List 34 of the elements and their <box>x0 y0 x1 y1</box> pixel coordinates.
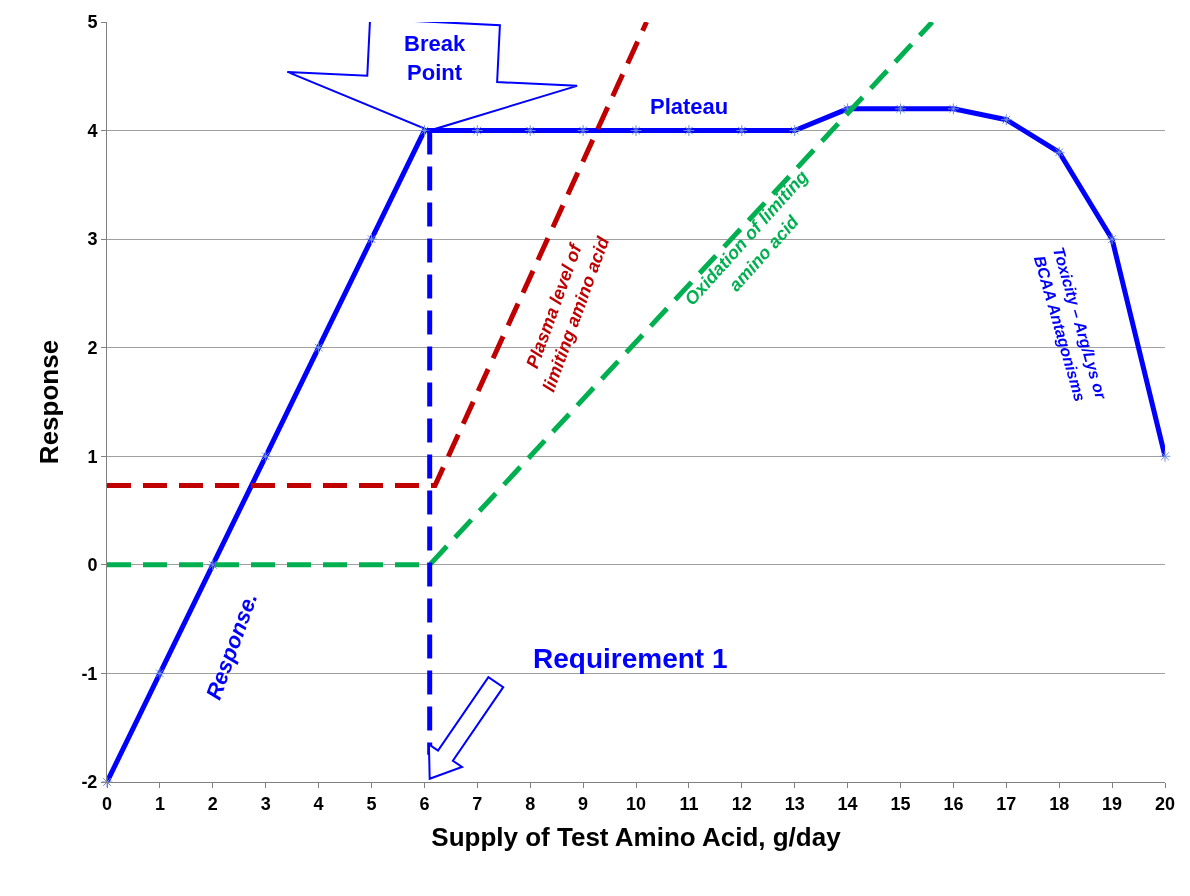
x-tick-label: 2 <box>207 793 218 814</box>
y-tick-label: -2 <box>81 772 98 793</box>
x-tick-label: 6 <box>419 793 430 814</box>
y-tick-label: 3 <box>87 229 98 250</box>
y-tick-label: 5 <box>87 12 98 33</box>
x-tick-label: 10 <box>625 793 647 814</box>
x-tick-label: 0 <box>101 793 113 814</box>
annotation: Plateau <box>650 94 729 119</box>
x-axis-title: Supply of Test Amino Acid, g/day <box>431 822 842 853</box>
x-tick-label: 13 <box>784 793 805 814</box>
x-tick-label: 5 <box>366 793 377 814</box>
x-tick-label: 3 <box>260 793 271 814</box>
y-axis-title: Response <box>33 339 64 465</box>
x-tick-label: 16 <box>943 793 964 814</box>
x-tick-label: 20 <box>1154 793 1176 814</box>
x-tick-label: 18 <box>1049 793 1070 814</box>
y-tick-label: 1 <box>87 446 98 467</box>
x-tick-label: 15 <box>890 793 911 814</box>
x-tick-label: 14 <box>837 793 858 814</box>
x-tick-label: 19 <box>1102 793 1123 814</box>
annotation: Break Point <box>404 31 466 85</box>
y-tick-label: 2 <box>87 338 98 359</box>
x-tick-label: 4 <box>313 793 324 814</box>
x-tick-label: 9 <box>578 793 589 814</box>
y-tick-label: -1 <box>81 663 98 684</box>
x-tick-label: 8 <box>525 793 536 814</box>
y-tick-label: 0 <box>87 555 98 576</box>
x-tick-label: 17 <box>996 793 1017 814</box>
annotation: Requirement 1 <box>533 643 728 674</box>
x-tick-label: 11 <box>679 793 699 814</box>
y-tick-label: 4 <box>87 120 98 141</box>
x-tick-label: 12 <box>731 793 752 814</box>
x-tick-label: 7 <box>472 793 483 814</box>
x-tick-label: 1 <box>154 793 165 814</box>
